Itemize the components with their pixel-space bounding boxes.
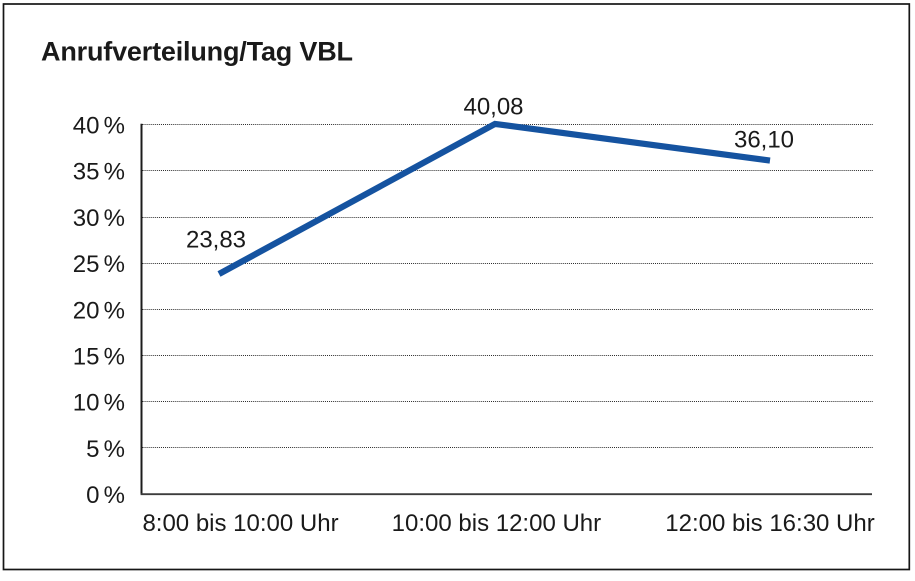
svg-text:35 %: 35 % [73, 159, 125, 186]
svg-text:30 %: 30 % [73, 205, 125, 232]
svg-text:5 %: 5 % [86, 436, 125, 463]
svg-text:8:00 bis 10:00 Uhr: 8:00 bis 10:00 Uhr [142, 510, 338, 537]
svg-text:25 %: 25 % [73, 251, 125, 278]
svg-text:40 %: 40 % [73, 113, 125, 140]
svg-text:36,10: 36,10 [734, 127, 794, 154]
svg-text:Anrufverteilung/Tag VBL: Anrufverteilung/Tag VBL [41, 36, 353, 66]
svg-text:23,83: 23,83 [186, 227, 246, 254]
svg-text:12:00 bis 16:30 Uhr: 12:00 bis 16:30 Uhr [665, 510, 874, 537]
svg-text:40,08: 40,08 [463, 94, 523, 121]
svg-text:15 %: 15 % [73, 344, 125, 371]
svg-text:10:00 bis 12:00 Uhr: 10:00 bis 12:00 Uhr [392, 510, 601, 537]
svg-text:0 %: 0 % [86, 482, 125, 509]
svg-text:10 %: 10 % [73, 390, 125, 417]
svg-text:20 %: 20 % [73, 297, 125, 324]
